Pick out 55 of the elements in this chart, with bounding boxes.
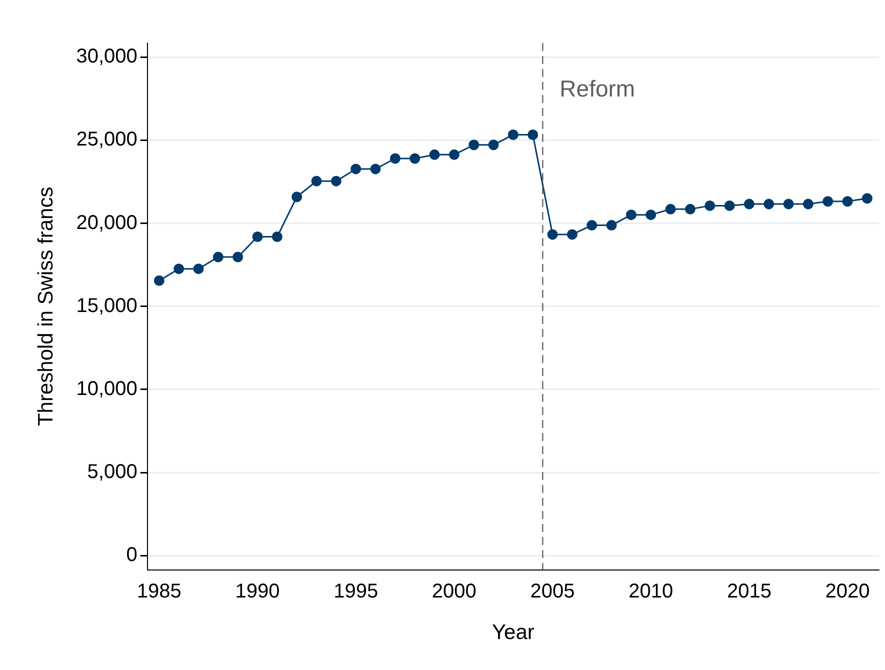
point [704, 200, 716, 211]
point [626, 210, 636, 220]
x-tick-label: 1985 [136, 580, 182, 602]
y-tick-label: 20,000 [76, 212, 138, 234]
point [802, 198, 814, 210]
x-tick-label: 2015 [726, 580, 772, 602]
point [330, 176, 342, 186]
point [193, 264, 204, 274]
point [508, 129, 518, 140]
y-tick-label: 0 [126, 544, 138, 566]
point [468, 140, 480, 150]
point [822, 196, 834, 207]
point [665, 204, 676, 214]
point [744, 198, 754, 210]
point [547, 229, 558, 240]
point [606, 220, 617, 231]
point [566, 229, 578, 240]
point [252, 232, 263, 242]
point [154, 275, 164, 286]
ref-line-label: Reform [560, 75, 636, 102]
point [724, 200, 735, 211]
x-tick-label: 2020 [825, 580, 870, 602]
point [448, 149, 460, 160]
point [370, 164, 381, 174]
y-tick-label: 10,000 [76, 378, 138, 400]
point [292, 192, 302, 202]
x-axis-title: Year [492, 621, 534, 644]
point [783, 198, 794, 210]
point [410, 153, 420, 164]
point [488, 140, 499, 150]
point [842, 196, 853, 207]
point [764, 198, 774, 210]
point [232, 252, 244, 262]
point [390, 153, 400, 164]
y-tick-label: 25,000 [76, 128, 138, 151]
x-tick-label: 2005 [530, 580, 575, 602]
point [350, 164, 362, 174]
x-tick-label: 1995 [334, 580, 378, 602]
point [429, 149, 440, 160]
point [272, 232, 282, 242]
x-tick-label: 2000 [432, 580, 476, 602]
point [586, 220, 598, 231]
y-tick-label: 15,000 [76, 294, 138, 317]
y-tick-label: 30,000 [76, 46, 138, 68]
point [311, 176, 322, 186]
x-tick-label: 1990 [235, 580, 280, 602]
point [862, 193, 872, 204]
point [528, 129, 538, 140]
point [212, 252, 224, 262]
y-axis-title: Threshold in Swiss francs [34, 186, 58, 426]
x-tick-label: 2010 [628, 580, 674, 602]
point [684, 204, 696, 214]
point [174, 264, 184, 274]
point [646, 210, 656, 220]
y-tick-label: 5,000 [87, 461, 138, 484]
